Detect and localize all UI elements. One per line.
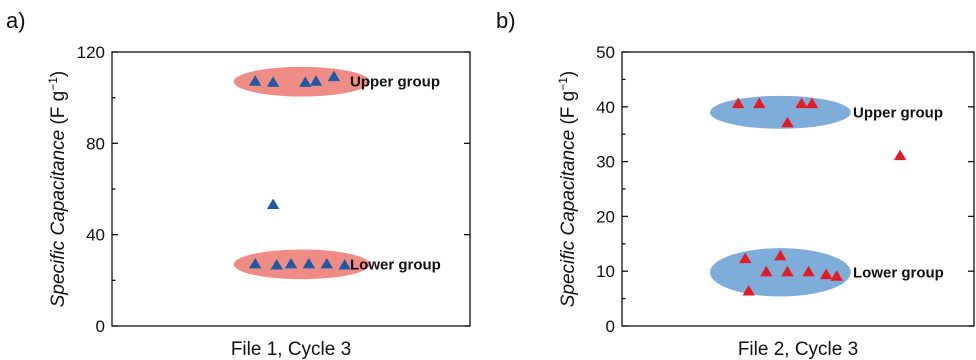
- panel-b-data-point: [731, 97, 745, 109]
- panel-b-upper-group-label: Upper group: [853, 104, 943, 121]
- panel-b-y-tick-label: 10: [596, 262, 615, 281]
- panel-a-y-tick-label: 40: [86, 226, 105, 245]
- panel-b-tick-labels: 0 10 20 30 40 50: [596, 43, 615, 336]
- panel-a-data-point: [299, 76, 312, 87]
- panel-a-data-point: [284, 257, 298, 269]
- panel-b-ylabel-exp: −1: [556, 77, 570, 91]
- panel-a-tick-labels: 0 40 80 120: [77, 43, 105, 336]
- panel-a-ellipses: [233, 66, 370, 280]
- panel-b-ylabel-close: ): [558, 71, 579, 77]
- panel-a-ylabel-italic: Specific Capacitance: [48, 130, 69, 307]
- panel-b-y-tick-label: 20: [596, 207, 615, 226]
- panel-a-data-point: [266, 198, 280, 210]
- panel-a-data-point: [327, 70, 341, 82]
- panel-b-letter: b): [496, 8, 516, 33]
- panel-b-data-point: [830, 270, 843, 281]
- panel-a-ylabel-exp: −1: [46, 77, 60, 91]
- panel-a-group-labels: Upper group Lower group: [350, 74, 441, 274]
- panel-a-upper-group-label: Upper group: [350, 74, 440, 91]
- panel-b-data-point: [774, 249, 787, 261]
- panel-b-data-point: [893, 149, 907, 161]
- panel-b-data-point: [742, 284, 755, 296]
- panel-a-lower-group-ellipse: [233, 249, 370, 280]
- panel-a-data-point: [302, 257, 316, 269]
- panel-b-data-point: [739, 252, 752, 264]
- panel-a-ticks: [112, 51, 470, 327]
- panel-a-data-point: [309, 75, 323, 86]
- panel-b-data-point: [795, 97, 808, 109]
- panel-b-ellipses: [710, 95, 851, 297]
- panel-b-data-point: [805, 97, 819, 109]
- panel-a-y-axis-label: Specific Capacitance (F g−1): [46, 71, 69, 308]
- panel-a-data-point: [249, 75, 262, 86]
- panel-b-data-point: [819, 268, 833, 280]
- panel-b-ticks: [622, 51, 974, 327]
- panel-b: b) 0 10 20 30 40 50 Upper group Lower group Fi…: [496, 8, 975, 360]
- panel-b-points: [731, 97, 907, 296]
- panel-b-upper-group-ellipse: [710, 95, 851, 129]
- panel-a-letter: a): [6, 8, 26, 33]
- panel-b-data-point: [753, 97, 766, 109]
- panel-a-lower-group-label: Lower group: [350, 256, 441, 273]
- panel-a-data-point: [270, 258, 283, 270]
- panel-a-y-tick-label: 120: [77, 43, 105, 62]
- panel-a-data-point: [320, 257, 333, 269]
- panel-b-lower-group-label: Lower group: [853, 264, 944, 281]
- panel-a-data-point: [266, 76, 280, 87]
- panel-b-y-tick-label: 0: [606, 317, 615, 336]
- panel-b-data-point: [802, 265, 815, 277]
- panel-a: a) 0 40 80 120 Upper group Lower group File …: [6, 8, 471, 360]
- panel-b-ylabel-units: (F g: [558, 91, 579, 130]
- panel-a-points: [249, 70, 351, 270]
- panel-a-data-point: [249, 257, 262, 269]
- panel-a-x-axis-label: File 1, Cycle 3: [231, 339, 351, 360]
- panel-b-y-tick-label: 50: [596, 43, 615, 62]
- panel-a-ylabel-units: (F g: [48, 91, 69, 130]
- panel-b-ylabel-italic: Specific Capacitance: [558, 130, 579, 307]
- panel-a-ylabel-close: ): [48, 71, 69, 77]
- panel-a-y-tick-label: 0: [96, 317, 105, 336]
- panel-a-data-point: [338, 258, 351, 270]
- panel-b-y-axis-label: Specific Capacitance (F g−1): [556, 71, 579, 308]
- panel-b-data-point: [781, 265, 794, 277]
- panel-b-data-point: [781, 116, 794, 128]
- panel-b-x-axis-label: File 2, Cycle 3: [738, 339, 858, 360]
- panel-b-y-tick-label: 30: [596, 153, 615, 172]
- panel-b-y-tick-label: 40: [596, 98, 615, 117]
- panel-b-group-labels: Upper group Lower group: [853, 104, 944, 281]
- panel-b-data-point: [760, 265, 773, 277]
- panel-a-y-tick-label: 80: [86, 134, 105, 153]
